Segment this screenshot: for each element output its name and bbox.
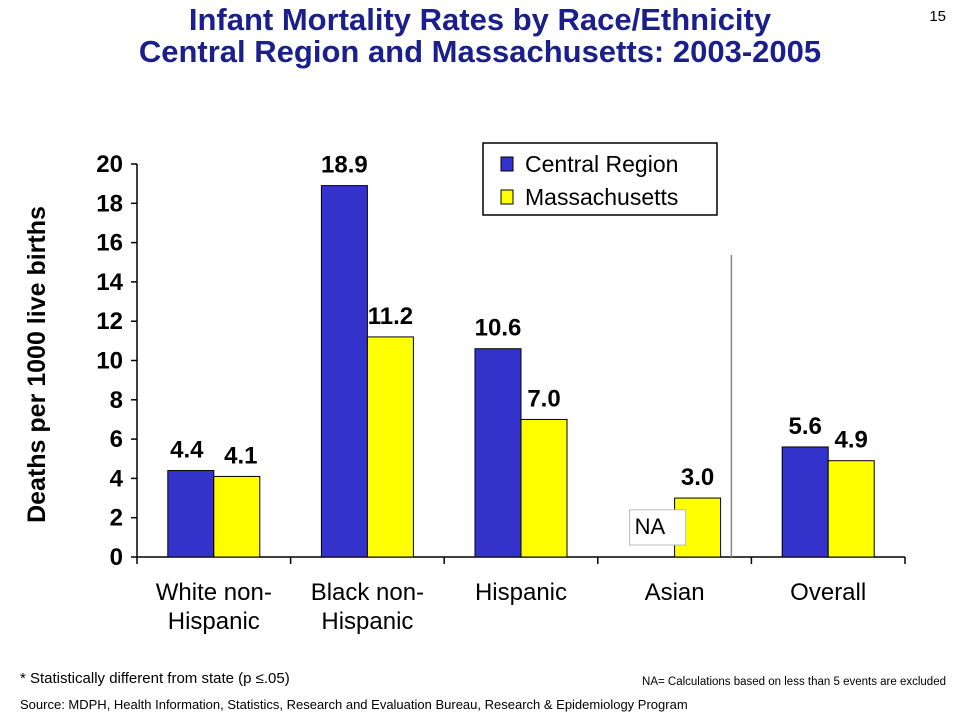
bar-massachusetts (827, 460, 875, 558)
bar-chart: 0 2 4 6 8 10 12 14 16 18 20 Deaths per 1000 live bi… (23, 142, 906, 635)
legend-label-massachusetts: Massachusetts (525, 184, 678, 210)
bar-value-label: 11.2 (368, 303, 413, 330)
bar-value-label: 4.9 (835, 427, 868, 454)
x-category-label: Black non-Hispanic (311, 579, 424, 635)
bar-central-region (320, 185, 368, 558)
y-tick-label: 16 (96, 230, 123, 257)
y-tick-label: 10 (96, 348, 123, 375)
chart-axes: 0 2 4 6 8 10 12 14 16 18 20 Deaths per 1000 live bi… (23, 151, 906, 635)
y-tick-label: 2 (110, 505, 123, 532)
y-tick-label: 6 (110, 426, 123, 453)
title-line-1: Infant Mortality Rates by Race/Ethnicity (188, 2, 772, 37)
bar-value-label: 4.4 (170, 437, 204, 464)
y-tick-label: 18 (96, 190, 123, 217)
chart-legend: Central Region Massachusetts (482, 142, 718, 216)
bar-central-region (167, 470, 215, 558)
legend-label-central-region: Central Region (525, 151, 678, 177)
chart-bars (167, 185, 875, 558)
bar-central-region (474, 348, 522, 558)
bar-value-label: 10.6 (475, 315, 522, 342)
na-label-box (629, 509, 687, 546)
x-category-label: Hispanic (475, 579, 567, 606)
page-number: 15 (929, 8, 946, 25)
y-tick-label: 14 (96, 269, 123, 296)
y-tick-label: 4 (110, 465, 124, 492)
bar-massachusetts (213, 475, 261, 558)
y-tick-label: 0 (110, 544, 123, 571)
bar-value-label: 4.1 (224, 442, 257, 469)
title-line-2: Central Region and Massachusetts: 2003-2… (138, 34, 822, 69)
na-footnote: NA= Calculations based on less than 5 ev… (642, 676, 946, 688)
x-category-label: White non-Hispanic (156, 579, 272, 635)
bar-value-label: 18.9 (321, 152, 368, 179)
bar-central-region (781, 446, 829, 558)
bar-massachusetts (520, 418, 568, 558)
y-tick-label: 12 (96, 308, 123, 335)
y-axis-title: Deaths per 1000 live births (23, 206, 51, 523)
chart-labels: 4.4 4.1 18.9 11.2 10.6 7.0 NA 3.0 5.6 4.9 (170, 152, 868, 546)
bar-massachusetts (366, 336, 414, 558)
y-tick-label: 8 (110, 387, 123, 414)
chart-title: Infant Mortality Rates by Race/Ethnicity… (0, 4, 960, 68)
legend-box (482, 142, 718, 216)
x-category-label: Overall (790, 579, 866, 606)
bar-value-label: 3.0 (681, 464, 714, 491)
source-footnote: Source: MDPH, Health Information, Statis… (20, 697, 688, 712)
bar-value-label: 5.6 (789, 413, 822, 440)
x-category-label: Asian (645, 579, 705, 606)
bar-value-label: 7.0 (527, 385, 560, 412)
na-label: NA (635, 514, 666, 539)
significance-footnote: * Statistically different from state (p … (20, 670, 290, 687)
y-tick-label: 20 (96, 151, 123, 178)
legend-swatch-massachusetts (500, 189, 514, 205)
legend-swatch-central-region (500, 156, 514, 172)
